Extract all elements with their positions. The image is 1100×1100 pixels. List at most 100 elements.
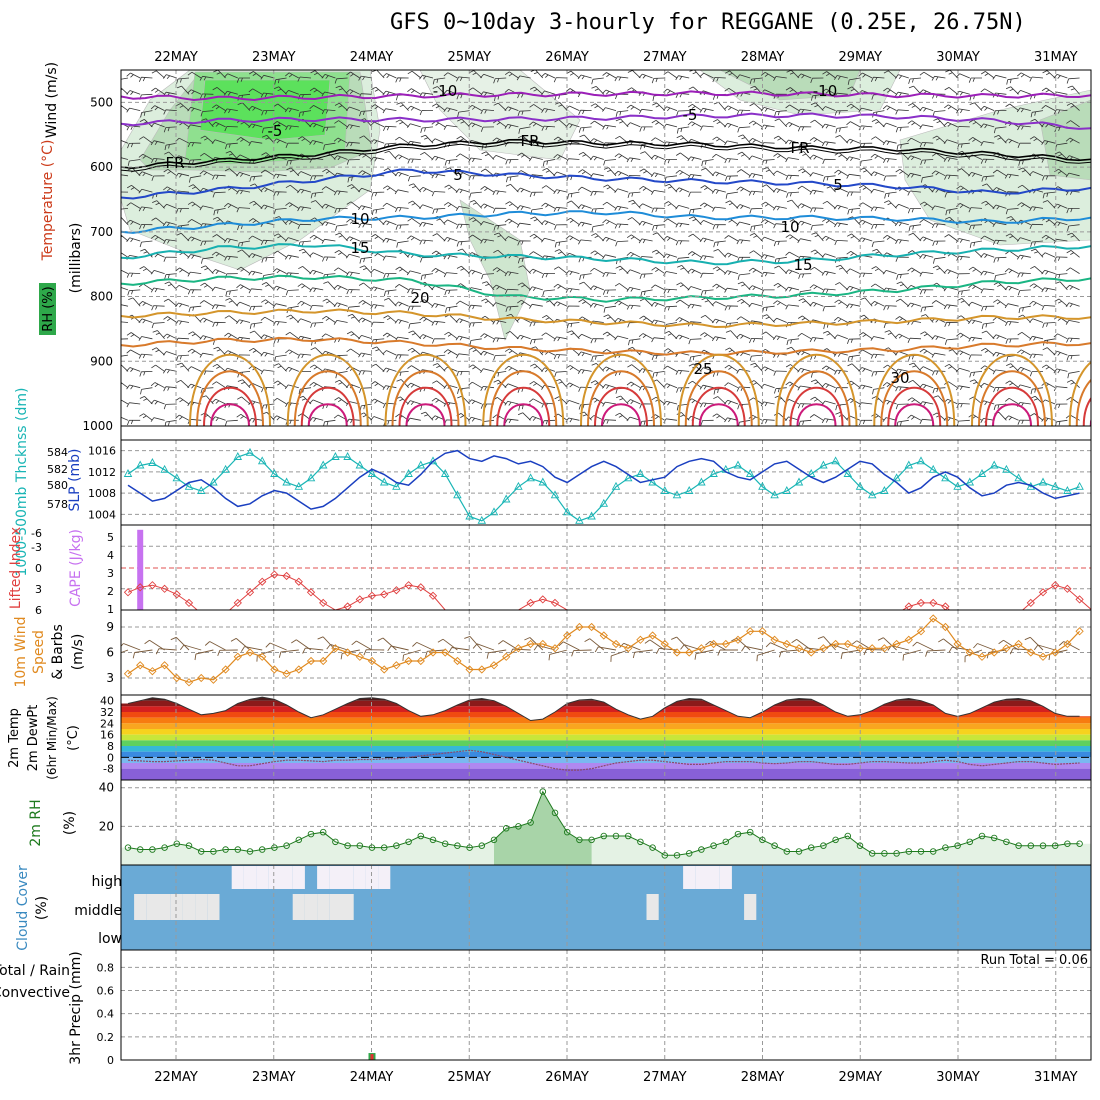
- wind-barb: [334, 379, 348, 388]
- rh-point: [222, 846, 229, 853]
- cloud-cell-high: [256, 866, 269, 889]
- slp-axis-title: SLP (mb): [67, 448, 83, 511]
- wind-barb: [871, 224, 885, 230]
- wind-barb: [700, 332, 714, 340]
- wind-barb: [505, 288, 519, 295]
- wind-barb: [882, 234, 897, 242]
- wind-barb: [236, 301, 251, 307]
- lifted-index-point: [367, 591, 377, 600]
- wind-barb-10m: [973, 643, 995, 651]
- thickness-point: [733, 460, 743, 469]
- wind-barb: [431, 397, 446, 405]
- boundary-loop: [978, 370, 1046, 426]
- wind-barb: [504, 348, 519, 356]
- wind-barb: [260, 369, 275, 375]
- wind-barb: [602, 254, 617, 260]
- rh-point: [197, 848, 205, 855]
- wind-barb: [480, 350, 495, 356]
- wind-barb: [554, 224, 568, 230]
- wind-barb: [419, 299, 434, 307]
- wind-barb: [504, 365, 519, 372]
- wind-barb: [699, 220, 714, 226]
- wind-barb: [236, 154, 251, 160]
- wind-barb: [323, 281, 336, 291]
- wind-barb: [200, 265, 214, 274]
- thickness-point: [148, 458, 157, 466]
- wind-barb: [896, 419, 909, 426]
- boundary-loop: [594, 386, 648, 426]
- isotherm-25: [121, 308, 1091, 329]
- wind-speed-point: [916, 627, 926, 636]
- wind-barb: [615, 412, 629, 421]
- wind-barb: [431, 191, 446, 197]
- wind-barb: [615, 395, 629, 405]
- wind-barb: [506, 175, 519, 183]
- wind-barb: [322, 298, 336, 307]
- wind-barb: [1029, 171, 1044, 177]
- wind-barb: [895, 403, 909, 410]
- wind10-axis-title-b: Speed: [31, 630, 47, 674]
- wind-barb: [394, 301, 409, 307]
- wind-barb: [248, 123, 263, 129]
- wind-barb: [664, 330, 678, 340]
- wind-barb: [689, 70, 702, 79]
- wind-barb: [687, 174, 702, 180]
- wind-barb: [651, 137, 666, 144]
- wind-barb: [175, 397, 190, 405]
- wind-barb: [553, 171, 568, 177]
- wind-barb: [894, 203, 909, 209]
- wind-barb: [699, 367, 714, 372]
- wind-barb: [785, 104, 800, 111]
- date-label-top: 25MAY: [447, 50, 491, 65]
- wind-barb: [846, 156, 861, 162]
- wind-speed-point: [404, 656, 413, 666]
- temp-axis-title-d: (°C): [66, 725, 81, 751]
- wind-barb: [443, 349, 458, 356]
- wind-barb: [675, 317, 690, 323]
- wind-barb: [431, 155, 446, 161]
- wind-speed-point: [733, 635, 743, 644]
- thickness-point: [892, 473, 901, 482]
- rh2m-unit: (%): [62, 811, 78, 835]
- wind-barb: [589, 173, 604, 179]
- wind-barb: [773, 135, 788, 144]
- wind-speed-point: [563, 631, 572, 640]
- wind-barb: [285, 125, 299, 131]
- wind10-axis-title-a: 10m Wind: [13, 616, 29, 687]
- wind-barb: [420, 256, 434, 263]
- thickness-point: [855, 481, 865, 490]
- wind-barb: [919, 124, 934, 130]
- wind-barb: [212, 363, 226, 372]
- rh-peak-area: [494, 791, 592, 865]
- lifted-index-point: [355, 595, 364, 604]
- wind-barb: [309, 105, 324, 111]
- wind-speed-point: [599, 631, 608, 640]
- wind-barb: [870, 283, 885, 291]
- wind-barb: [602, 219, 617, 226]
- wind-barb: [236, 319, 251, 325]
- thickness-point: [404, 469, 413, 477]
- wind-axis-title: Wind (m/s): [44, 62, 60, 138]
- wind-barb: [627, 87, 641, 95]
- wind-barb: [566, 322, 580, 329]
- wind-barb: [944, 87, 958, 95]
- wind-barb: [565, 365, 580, 372]
- wind-barb: [736, 316, 751, 323]
- wind-speed-point: [489, 661, 499, 670]
- pressure-axis-title: (millibars): [68, 223, 84, 294]
- wind-barb: [907, 208, 922, 214]
- lifted-index-point: [258, 577, 267, 586]
- wind-barb: [345, 236, 360, 242]
- precip-tick: 0.4: [97, 1008, 115, 1021]
- wind-barb: [651, 267, 666, 274]
- wind-barb: [1017, 125, 1031, 131]
- wind-barb: [663, 383, 678, 389]
- wind-barb: [224, 332, 239, 340]
- wind-barb: [883, 175, 897, 181]
- wind-barb: [444, 184, 458, 193]
- wind-barb: [760, 401, 775, 407]
- wind-barb-10m: [705, 640, 727, 651]
- wind-barb: [151, 322, 165, 329]
- wind-barb: [175, 414, 190, 421]
- wind-barb: [121, 157, 129, 160]
